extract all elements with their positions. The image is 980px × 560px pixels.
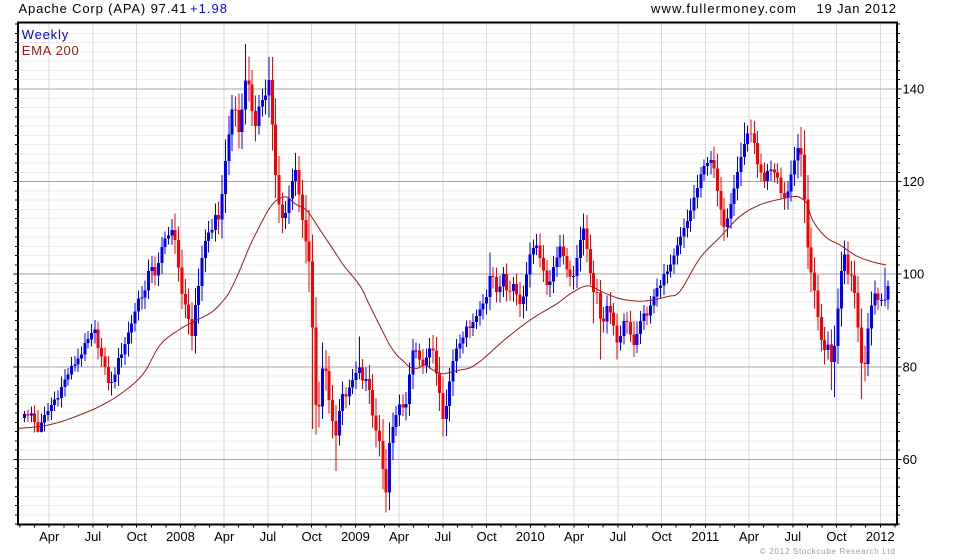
svg-text:Jul: Jul [435,529,452,544]
svg-text:Apr: Apr [214,529,235,544]
svg-text:Apr: Apr [564,529,585,544]
svg-text:+1.98: +1.98 [190,1,227,16]
svg-text:Jul: Jul [784,529,801,544]
svg-text:60: 60 [903,452,917,467]
svg-text:Oct: Oct [127,529,148,544]
svg-text:Jul: Jul [609,529,626,544]
svg-text:Oct: Oct [826,529,847,544]
svg-text:2010: 2010 [516,529,545,544]
svg-text:Jul: Jul [260,529,277,544]
svg-text:2009: 2009 [341,529,370,544]
svg-text:Jul: Jul [85,529,102,544]
svg-text:140: 140 [903,82,925,97]
svg-text:Oct: Oct [301,529,322,544]
svg-text:Weekly: Weekly [22,27,69,42]
svg-text:2011: 2011 [691,529,719,544]
svg-text:www.fullermoney.com: www.fullermoney.com [650,1,796,16]
svg-text:2008: 2008 [166,529,195,544]
svg-text:Apr: Apr [39,529,60,544]
svg-text:© 2012 Stockcube Research Ltd: © 2012 Stockcube Research Ltd [760,547,896,556]
svg-text:Apr: Apr [389,529,410,544]
svg-text:Apache Corp (APA) 97.41: Apache Corp (APA) 97.41 [19,1,187,16]
svg-text:2012: 2012 [866,529,895,544]
svg-text:EMA 200: EMA 200 [22,43,79,58]
svg-text:19 Jan 2012: 19 Jan 2012 [817,1,897,16]
svg-text:Apr: Apr [739,529,760,544]
svg-text:120: 120 [903,174,925,189]
svg-text:Oct: Oct [476,529,497,544]
svg-text:100: 100 [903,267,925,282]
svg-text:Oct: Oct [651,529,672,544]
svg-text:80: 80 [903,359,917,374]
